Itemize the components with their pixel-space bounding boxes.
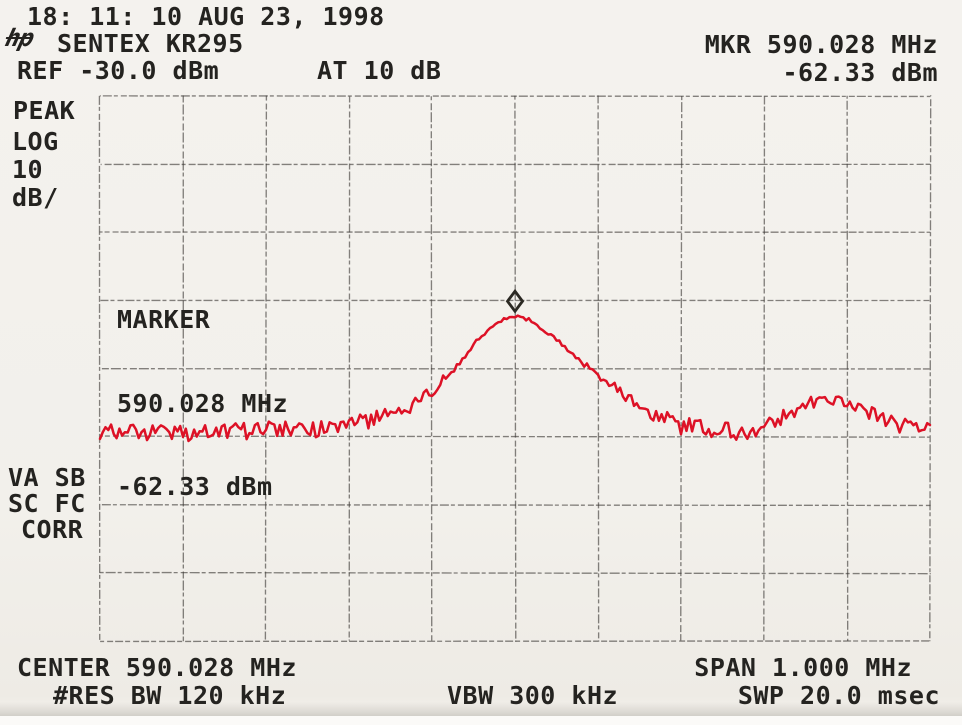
ref-level-readout: REF -30.0 dBm xyxy=(17,56,220,85)
log-scale-label: LOG xyxy=(12,127,59,156)
status-sc-fc: SC FC xyxy=(8,489,86,518)
video-bandwidth-readout: VBW 300 kHz xyxy=(447,681,619,710)
detector-mode-label: PEAK xyxy=(13,96,76,125)
scan-paper-edge xyxy=(0,716,962,725)
marker-annotation-frequency: 590.028 MHz xyxy=(117,388,289,418)
marker-diamond-icon xyxy=(505,288,525,314)
marker-amplitude-readout: -62.33 dBm xyxy=(782,58,938,87)
center-frequency-readout: CENTER 590.028 MHz xyxy=(17,653,297,682)
status-corr: CORR xyxy=(21,515,84,544)
timestamp: 18: 11: 10 AUG 23, 1998 xyxy=(27,2,385,31)
signal-trace xyxy=(98,314,932,443)
device-title: SENTEX KR295 xyxy=(57,29,244,58)
marker-annotation-title: MARKER xyxy=(117,305,211,334)
scale-per-div-value: 10 xyxy=(12,155,44,184)
attenuation-readout: AT 10 dB xyxy=(317,56,442,85)
status-va-sb: VA SB xyxy=(8,463,86,492)
marker-annotation-amplitude: -62.33 dBm xyxy=(117,472,273,501)
marker-annotation: MARKER 590.028 MHz -62.33 dBm xyxy=(117,250,288,557)
scale-per-div-unit: dB/ xyxy=(12,183,59,212)
span-readout: SPAN 1.000 MHz xyxy=(694,653,912,682)
resolution-bandwidth-readout: #RES BW 120 kHz xyxy=(53,681,287,710)
sweep-time-readout: SWP 20.0 msec xyxy=(737,681,940,710)
marker-frequency-readout: MKR 590.028 MHz xyxy=(704,30,938,59)
scan-shadow-band xyxy=(0,702,962,716)
